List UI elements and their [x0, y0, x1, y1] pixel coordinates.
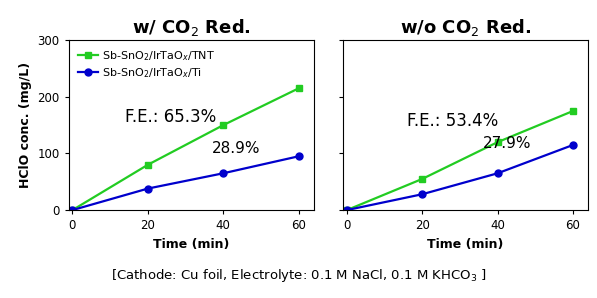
Sb-SnO$_2$/IrTaO$_x$/Ti [418, 193, 426, 196]
Line: Sb-SnO$_2$/IrTaO$_x$/Ti: Sb-SnO$_2$/IrTaO$_x$/Ti [69, 153, 302, 214]
X-axis label: Time (min): Time (min) [153, 238, 229, 251]
Text: 27.9%: 27.9% [482, 136, 531, 151]
Title: w/ CO$_2$ Red.: w/ CO$_2$ Red. [132, 17, 251, 38]
Text: [Cathode: Cu foil, Electrolyte: 0.1 M NaCl, 0.1 M KHCO$_3$ ]: [Cathode: Cu foil, Electrolyte: 0.1 M Na… [110, 267, 487, 284]
Sb-SnO$_2$/IrTaO$_x$/Ti [494, 172, 501, 175]
Sb-SnO$_2$/IrTaO$_x$/TNT [418, 177, 426, 181]
X-axis label: Time (min): Time (min) [427, 238, 504, 251]
Sb-SnO$_2$/IrTaO$_x$/TNT [144, 163, 152, 167]
Sb-SnO$_2$/IrTaO$_x$/TNT [494, 140, 501, 144]
Sb-SnO$_2$/IrTaO$_x$/TNT [220, 123, 227, 127]
Sb-SnO$_2$/IrTaO$_x$/TNT [570, 109, 577, 113]
Text: F.E.: 53.4%: F.E.: 53.4% [407, 112, 498, 130]
Text: F.E.: 65.3%: F.E.: 65.3% [125, 108, 217, 126]
Sb-SnO$_2$/IrTaO$_x$/Ti [220, 172, 227, 175]
Text: 28.9%: 28.9% [212, 142, 260, 156]
Line: Sb-SnO$_2$/IrTaO$_x$/TNT: Sb-SnO$_2$/IrTaO$_x$/TNT [343, 108, 577, 214]
Line: Sb-SnO$_2$/IrTaO$_x$/TNT: Sb-SnO$_2$/IrTaO$_x$/TNT [69, 85, 302, 214]
Sb-SnO$_2$/IrTaO$_x$/TNT [343, 208, 350, 212]
Legend: Sb-SnO$_2$/IrTaO$_x$/TNT, Sb-SnO$_2$/IrTaO$_x$/Ti: Sb-SnO$_2$/IrTaO$_x$/TNT, Sb-SnO$_2$/IrT… [74, 46, 219, 83]
Sb-SnO$_2$/IrTaO$_x$/Ti [295, 155, 302, 158]
Sb-SnO$_2$/IrTaO$_x$/Ti [69, 208, 76, 212]
Sb-SnO$_2$/IrTaO$_x$/TNT [295, 87, 302, 90]
Y-axis label: HClO conc. (mg/L): HClO conc. (mg/L) [19, 62, 32, 188]
Sb-SnO$_2$/IrTaO$_x$/Ti [343, 208, 350, 212]
Sb-SnO$_2$/IrTaO$_x$/TNT [69, 208, 76, 212]
Title: w/o CO$_2$ Red.: w/o CO$_2$ Red. [400, 17, 531, 38]
Sb-SnO$_2$/IrTaO$_x$/Ti [570, 143, 577, 147]
Sb-SnO$_2$/IrTaO$_x$/Ti [144, 187, 152, 190]
Line: Sb-SnO$_2$/IrTaO$_x$/Ti: Sb-SnO$_2$/IrTaO$_x$/Ti [343, 142, 577, 214]
